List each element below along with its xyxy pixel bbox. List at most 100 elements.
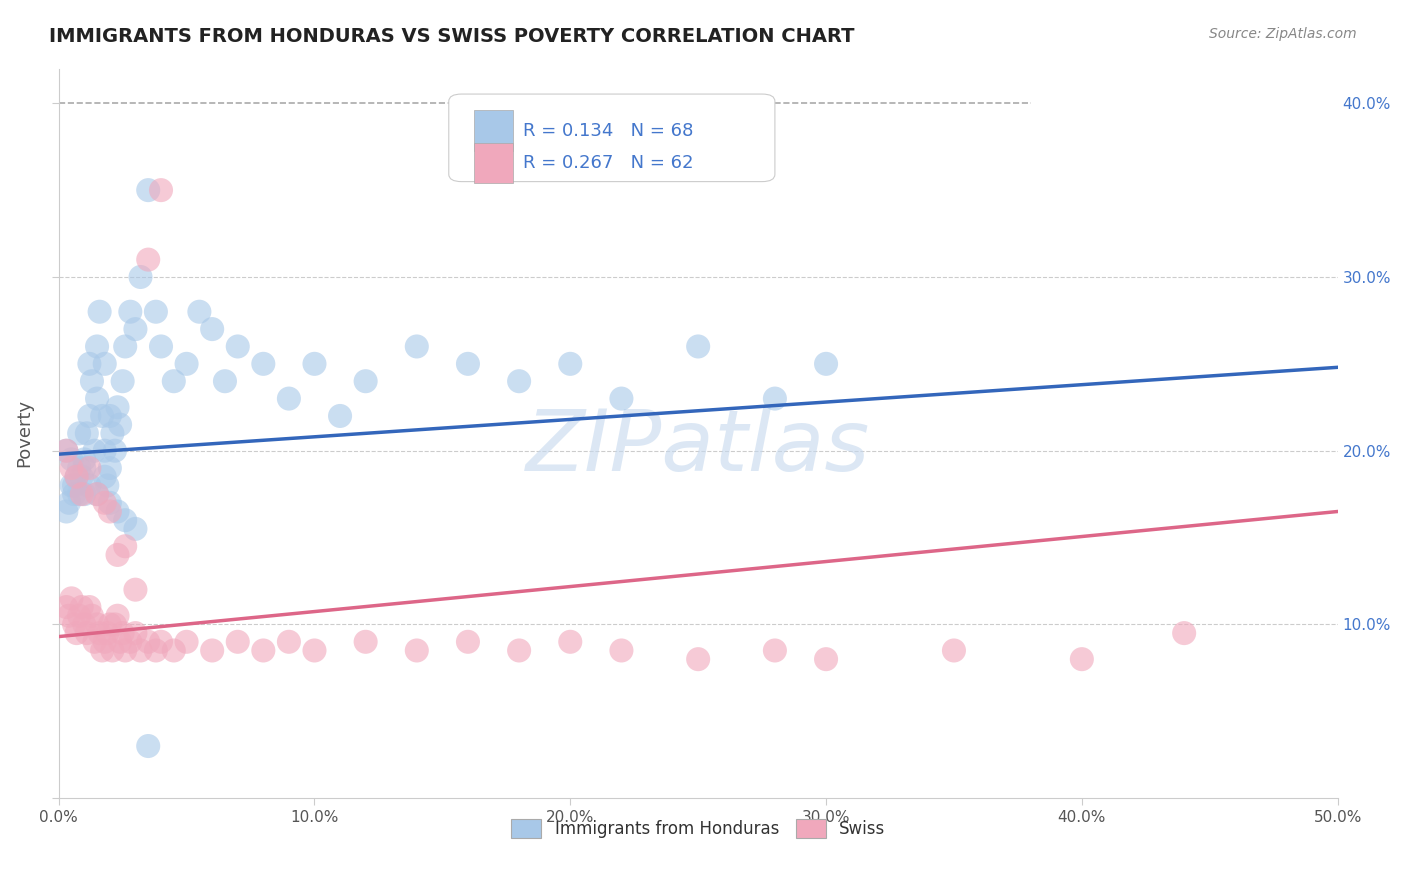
Point bbox=[124, 582, 146, 597]
Point bbox=[91, 643, 114, 657]
Point bbox=[136, 183, 159, 197]
Point bbox=[58, 608, 80, 623]
Point bbox=[70, 600, 93, 615]
Point bbox=[129, 270, 152, 285]
Point bbox=[83, 634, 105, 648]
Text: R = 0.267   N = 62: R = 0.267 N = 62 bbox=[523, 154, 693, 172]
Point bbox=[108, 634, 131, 648]
Point bbox=[98, 617, 121, 632]
Point bbox=[763, 643, 786, 657]
Point bbox=[63, 487, 86, 501]
Point bbox=[457, 357, 479, 371]
Point bbox=[163, 643, 186, 657]
Point bbox=[329, 409, 352, 423]
Point bbox=[73, 452, 96, 467]
Point bbox=[942, 643, 965, 657]
Point bbox=[67, 487, 90, 501]
Point bbox=[60, 452, 83, 467]
Point bbox=[560, 634, 582, 648]
Point bbox=[457, 634, 479, 648]
Point bbox=[150, 634, 173, 648]
Point bbox=[610, 392, 633, 406]
Point bbox=[79, 600, 101, 615]
Point bbox=[145, 643, 167, 657]
Point bbox=[277, 392, 299, 406]
Legend: Immigrants from Honduras, Swiss: Immigrants from Honduras, Swiss bbox=[505, 812, 891, 845]
Point bbox=[93, 443, 115, 458]
Point bbox=[76, 626, 98, 640]
Point bbox=[252, 357, 274, 371]
Point bbox=[610, 643, 633, 657]
Point bbox=[129, 643, 152, 657]
Point bbox=[98, 504, 121, 518]
FancyBboxPatch shape bbox=[449, 94, 775, 182]
Point bbox=[55, 443, 77, 458]
Point bbox=[104, 617, 127, 632]
Point bbox=[65, 469, 87, 483]
Point bbox=[688, 652, 710, 666]
Point bbox=[98, 409, 121, 423]
Point bbox=[107, 608, 129, 623]
Point bbox=[508, 374, 530, 388]
Point bbox=[136, 252, 159, 267]
Point bbox=[1173, 626, 1195, 640]
Point bbox=[188, 304, 211, 318]
Point bbox=[111, 374, 134, 388]
Point bbox=[214, 374, 236, 388]
Point bbox=[67, 461, 90, 475]
Point bbox=[111, 626, 134, 640]
Point bbox=[304, 357, 326, 371]
Point bbox=[65, 626, 87, 640]
Point bbox=[277, 634, 299, 648]
Point bbox=[86, 487, 108, 501]
Point bbox=[86, 487, 108, 501]
Point bbox=[104, 443, 127, 458]
Point bbox=[405, 643, 427, 657]
Point bbox=[86, 339, 108, 353]
Point bbox=[65, 469, 87, 483]
Point bbox=[83, 443, 105, 458]
Point bbox=[114, 539, 136, 553]
Point bbox=[508, 643, 530, 657]
Point bbox=[107, 401, 129, 415]
Point bbox=[226, 634, 249, 648]
Point bbox=[93, 496, 115, 510]
Point bbox=[120, 634, 142, 648]
Point bbox=[80, 374, 103, 388]
Point bbox=[136, 739, 159, 753]
Point bbox=[120, 304, 142, 318]
Point bbox=[354, 374, 377, 388]
Point bbox=[67, 608, 90, 623]
Point bbox=[55, 504, 77, 518]
Point bbox=[79, 461, 101, 475]
Point bbox=[163, 374, 186, 388]
Point bbox=[107, 548, 129, 562]
Point bbox=[108, 417, 131, 432]
Text: ZIPatlas: ZIPatlas bbox=[526, 407, 870, 490]
Point bbox=[145, 304, 167, 318]
Point bbox=[73, 461, 96, 475]
Point bbox=[354, 634, 377, 648]
Point bbox=[560, 357, 582, 371]
Point bbox=[96, 626, 118, 640]
Point bbox=[101, 426, 124, 441]
Point bbox=[201, 643, 224, 657]
Point bbox=[405, 339, 427, 353]
Point bbox=[60, 461, 83, 475]
Point bbox=[114, 513, 136, 527]
Bar bbox=[474, 144, 513, 184]
Point bbox=[124, 322, 146, 336]
Point bbox=[63, 617, 86, 632]
Point bbox=[76, 426, 98, 441]
Point bbox=[70, 487, 93, 501]
Point bbox=[252, 643, 274, 657]
Point bbox=[815, 652, 838, 666]
Point bbox=[1070, 652, 1092, 666]
Point bbox=[114, 643, 136, 657]
Point bbox=[114, 339, 136, 353]
Point bbox=[73, 487, 96, 501]
Point bbox=[98, 496, 121, 510]
Point bbox=[89, 626, 111, 640]
Point bbox=[89, 304, 111, 318]
Point bbox=[136, 634, 159, 648]
